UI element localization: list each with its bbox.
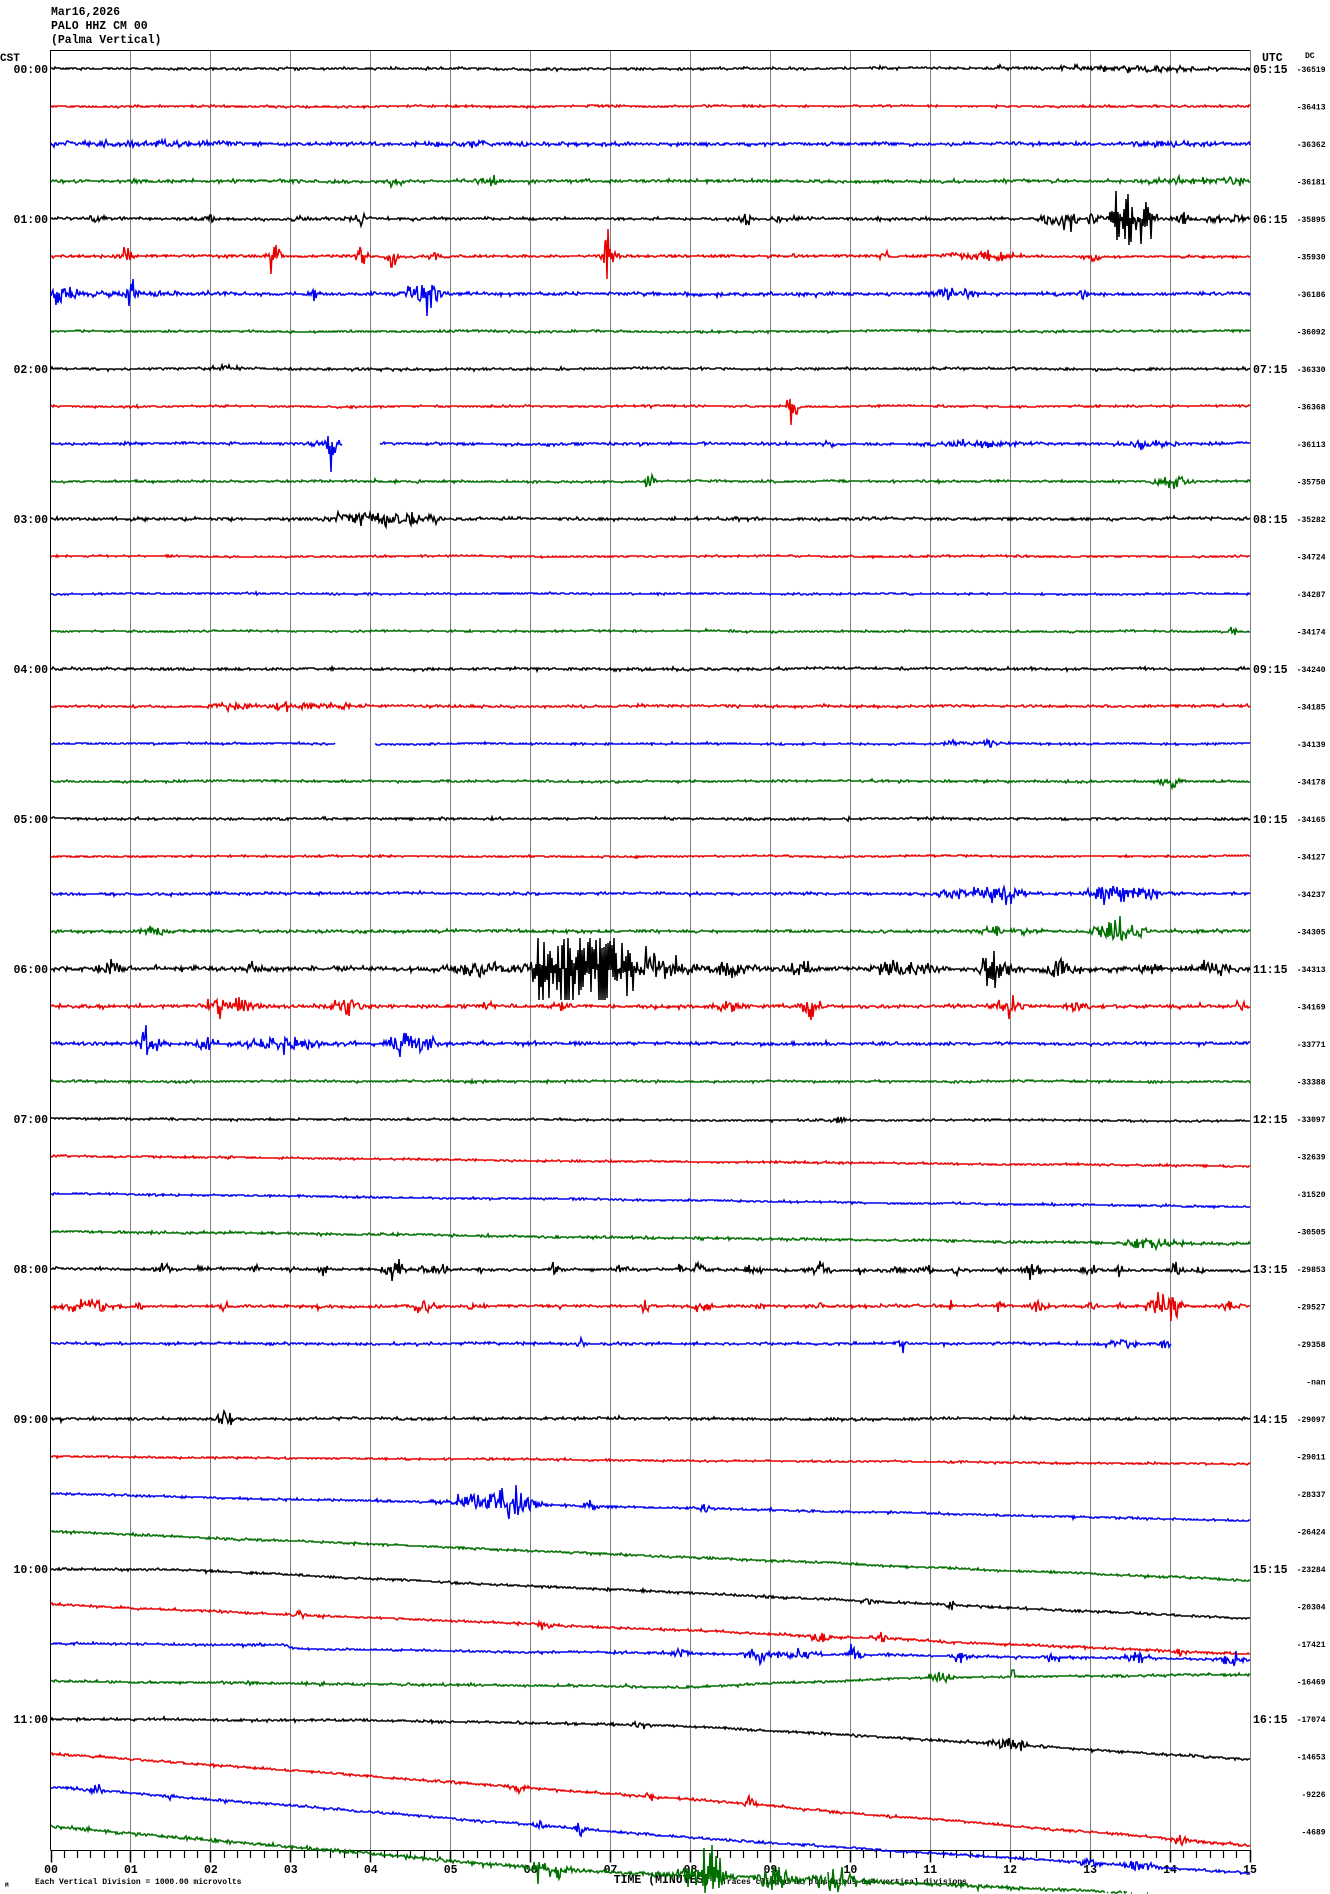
svg-text:-36330: -36330 (1297, 366, 1326, 375)
svg-text:01: 01 (124, 1864, 138, 1877)
svg-text:-29853: -29853 (1297, 1266, 1326, 1275)
svg-text:-31520: -31520 (1297, 1191, 1326, 1200)
svg-text:05:15: 05:15 (1253, 64, 1288, 77)
svg-text:-36519: -36519 (1297, 66, 1326, 75)
svg-text:Each Vertical Division = 1000.: Each Vertical Division = 1000.00 microvo… (35, 1878, 242, 1887)
svg-text:-34174: -34174 (1297, 628, 1326, 637)
svg-text:-4689: -4689 (1301, 1828, 1325, 1837)
svg-text:10: 10 (843, 1864, 857, 1877)
svg-text:03: 03 (284, 1864, 298, 1877)
svg-text:-34169: -34169 (1297, 1003, 1326, 1012)
svg-text:-36092: -36092 (1297, 328, 1326, 337)
svg-text:16:15: 16:15 (1253, 1714, 1288, 1727)
svg-text:-9226: -9226 (1301, 1791, 1325, 1800)
svg-text:-14653: -14653 (1297, 1753, 1326, 1762)
svg-text:02:00: 02:00 (13, 364, 48, 377)
svg-text:01:00: 01:00 (13, 214, 48, 227)
svg-text:02: 02 (204, 1864, 218, 1877)
svg-text:-33771: -33771 (1297, 1041, 1326, 1050)
svg-text:-36362: -36362 (1297, 141, 1326, 150)
svg-text:-35282: -35282 (1297, 516, 1326, 525)
svg-text:-35930: -35930 (1297, 253, 1326, 262)
svg-text:-34313: -34313 (1297, 966, 1326, 975)
svg-text:14:15: 14:15 (1253, 1414, 1288, 1427)
svg-text:-29097: -29097 (1297, 1416, 1326, 1425)
svg-text:-28337: -28337 (1297, 1491, 1326, 1500)
svg-text:13:15: 13:15 (1253, 1264, 1288, 1277)
svg-text:09:15: 09:15 (1253, 664, 1288, 677)
svg-text:03:00: 03:00 (13, 514, 48, 527)
svg-text:-34287: -34287 (1297, 591, 1326, 600)
svg-text:-20304: -20304 (1297, 1603, 1326, 1612)
svg-text:12: 12 (1003, 1864, 1017, 1877)
svg-text:-34237: -34237 (1297, 891, 1326, 900)
svg-text:DC: DC (1305, 52, 1315, 61)
svg-text:-36181: -36181 (1297, 178, 1326, 187)
svg-text:08:00: 08:00 (13, 1264, 48, 1277)
svg-text:04:00: 04:00 (13, 664, 48, 677)
svg-text:05: 05 (444, 1864, 458, 1877)
svg-text:06:00: 06:00 (13, 964, 48, 977)
svg-text:08:15: 08:15 (1253, 514, 1288, 527)
svg-text:13: 13 (1083, 1864, 1097, 1877)
svg-text:10:00: 10:00 (13, 1564, 48, 1577)
svg-text:-36113: -36113 (1297, 441, 1326, 450)
svg-text:12:15: 12:15 (1253, 1114, 1288, 1127)
svg-text:-nan: -nan (1306, 1378, 1325, 1387)
svg-text:00: 00 (44, 1864, 58, 1877)
svg-text:07: 07 (604, 1864, 618, 1877)
svg-text:CST: CST (0, 53, 20, 65)
svg-text:-17421: -17421 (1297, 1641, 1326, 1650)
svg-text:PALO HHZ CM 00: PALO HHZ CM 00 (51, 20, 148, 33)
svg-text:-34305: -34305 (1297, 928, 1326, 937)
svg-text:11: 11 (923, 1864, 937, 1877)
svg-text:05:00: 05:00 (13, 814, 48, 827)
svg-text:-34178: -34178 (1297, 778, 1326, 787)
svg-text:07:00: 07:00 (13, 1114, 48, 1127)
svg-text:15: 15 (1243, 1864, 1257, 1877)
svg-text:-35750: -35750 (1297, 478, 1326, 487)
svg-text:-26424: -26424 (1297, 1528, 1326, 1537)
svg-text:-34139: -34139 (1297, 741, 1326, 750)
svg-text:-34185: -34185 (1297, 703, 1326, 712)
svg-text:-29358: -29358 (1297, 1341, 1326, 1350)
svg-text:07:15: 07:15 (1253, 364, 1288, 377)
svg-text:04: 04 (364, 1864, 378, 1877)
svg-text:-34240: -34240 (1297, 666, 1326, 675)
svg-text:-32639: -32639 (1297, 1153, 1326, 1162)
svg-text:-33097: -33097 (1297, 1116, 1326, 1125)
svg-text:14: 14 (1163, 1864, 1177, 1877)
svg-text:-34724: -34724 (1297, 553, 1326, 562)
svg-text:00:00: 00:00 (13, 64, 48, 77)
svg-text:-33388: -33388 (1297, 1078, 1326, 1087)
svg-text:(Palma Vertical): (Palma Vertical) (51, 34, 161, 47)
svg-text:-17074: -17074 (1297, 1716, 1326, 1725)
svg-text:-29527: -29527 (1297, 1303, 1326, 1312)
svg-text:-23284: -23284 (1297, 1566, 1326, 1575)
svg-text:-36368: -36368 (1297, 403, 1326, 412)
svg-text:11:00: 11:00 (13, 1714, 48, 1727)
svg-text:M: M (5, 1882, 9, 1889)
svg-text:06:15: 06:15 (1253, 214, 1288, 227)
svg-text:Mar16,2026: Mar16,2026 (51, 6, 120, 19)
svg-text:UTC: UTC (1262, 52, 1283, 65)
svg-text:-35895: -35895 (1297, 216, 1326, 225)
svg-text:-36186: -36186 (1297, 291, 1326, 300)
svg-text:-36413: -36413 (1297, 103, 1326, 112)
svg-text:-16469: -16469 (1297, 1678, 1326, 1687)
svg-text:-34127: -34127 (1297, 853, 1326, 862)
svg-text:15:15: 15:15 (1253, 1564, 1288, 1577)
svg-text:-29011: -29011 (1297, 1453, 1326, 1462)
svg-text:-30505: -30505 (1297, 1228, 1326, 1237)
svg-text:-34165: -34165 (1297, 816, 1326, 825)
svg-text:09:00: 09:00 (13, 1414, 48, 1427)
svg-text:10:15: 10:15 (1253, 814, 1288, 827)
svg-text:11:15: 11:15 (1253, 964, 1288, 977)
